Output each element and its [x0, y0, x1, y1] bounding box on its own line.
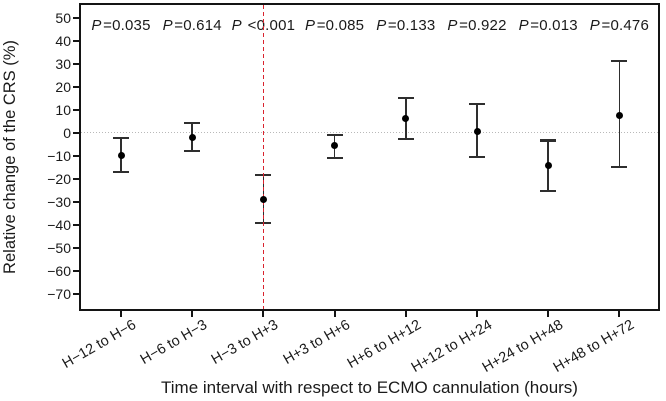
zero-reference-line [81, 132, 658, 133]
error-bar-cap-upper [397, 96, 414, 100]
p-value-label: P =0.476 [573, 17, 665, 34]
y-tick-label: 50 [55, 9, 71, 26]
error-bar-cap-upper [540, 139, 557, 142]
p-value-text: =0.013 [530, 17, 578, 34]
y-tick-label: −70 [47, 285, 71, 302]
p-italic: P [589, 17, 600, 34]
p-value-text: =0.133 [387, 17, 436, 34]
y-tick-label: 40 [55, 32, 71, 49]
y-axis-tick [73, 292, 79, 295]
data-point-dot [473, 127, 481, 135]
y-tick-label: 20 [55, 78, 71, 95]
x-axis-tick [547, 311, 550, 317]
y-axis-tick [73, 246, 79, 249]
p-italic: P [162, 17, 173, 34]
x-tick-label: H−12 to H−6 [59, 317, 139, 372]
p-value-label: P =0.035 [75, 17, 167, 34]
p-italic: P [376, 17, 387, 34]
error-bar-cap-lower [184, 149, 201, 152]
p-value-text: <0.001 [243, 17, 296, 34]
y-tick-label: −50 [47, 239, 71, 256]
error-bar-cap-upper [326, 133, 343, 136]
p-value-label: P =0.614 [146, 17, 238, 34]
x-axis-tick [262, 311, 265, 317]
error-bar-cap-upper [469, 102, 485, 105]
error-bar-cap-lower [611, 165, 628, 169]
y-axis-tick [73, 154, 79, 157]
p-italic: P [518, 17, 529, 34]
p-italic: P [304, 17, 316, 34]
data-point-dot [117, 152, 125, 159]
p-value-text: =0.614 [174, 17, 222, 34]
plot-area [79, 3, 660, 311]
y-tick-label: 10 [55, 101, 71, 118]
p-value-label: P =0.133 [360, 17, 452, 34]
x-axis-tick [191, 311, 194, 317]
y-tick-label: −10 [47, 147, 71, 164]
data-point-dot [259, 195, 267, 203]
error-bar-cap-lower [469, 155, 485, 158]
p-italic: P [231, 17, 242, 34]
y-axis-tick [73, 131, 79, 134]
x-tick-label: H+48 to H+72 [551, 317, 638, 377]
p-value-text: =0.476 [601, 17, 649, 34]
data-point-dot [402, 115, 410, 123]
y-tick-label: −20 [47, 170, 71, 187]
y-axis-tick [73, 223, 79, 226]
x-axis-tick [476, 311, 478, 317]
y-axis-tick [73, 62, 79, 65]
p-value-text: =0.085 [316, 17, 365, 34]
y-axis-tick [73, 269, 79, 272]
data-point-dot [188, 133, 196, 141]
x-axis-title: Time interval with respect to ECMO cannu… [161, 378, 578, 397]
x-axis-tick [404, 311, 407, 317]
y-axis-tick [73, 39, 79, 42]
error-bar-cap-lower [113, 170, 129, 173]
p-italic: P [91, 17, 102, 34]
data-point-dot [544, 162, 552, 170]
y-tick-label: −40 [47, 216, 71, 233]
x-tick-label: H+3 to H+6 [280, 317, 353, 368]
y-axis-tick [73, 85, 79, 88]
x-tick-label: H−6 to H−3 [137, 317, 211, 368]
p-value-text: =0.922 [459, 17, 507, 34]
p-value-text: =0.035 [103, 17, 151, 34]
p-value-label: P <0.001 [217, 17, 309, 34]
y-axis-title: Relative change of the CRS (%) [1, 40, 19, 274]
p-value-label: P =0.085 [289, 17, 381, 34]
error-bar-cap-lower [397, 138, 414, 141]
p-value-label: P =0.013 [502, 17, 594, 34]
y-tick-label: −30 [47, 193, 71, 210]
error-bar-cap-lower [540, 190, 557, 193]
y-tick-label: −60 [47, 262, 71, 279]
x-axis-tick [333, 311, 336, 317]
error-bar-cap-upper [184, 122, 201, 125]
p-value-label: P =0.922 [431, 17, 523, 34]
p-italic: P [447, 17, 458, 34]
x-axis-tick [618, 311, 621, 317]
y-axis-tick [73, 200, 79, 203]
data-point-dot [615, 111, 623, 119]
y-axis-tick [73, 108, 79, 111]
y-tick-label: 30 [55, 55, 71, 72]
error-bar-cap-lower [326, 156, 343, 159]
x-tick-label: H−3 to H+3 [209, 317, 282, 368]
y-tick-label: 0 [63, 124, 71, 141]
y-axis-tick [73, 177, 79, 180]
ecmo-cannulation-vline [262, 5, 265, 309]
x-axis-tick [120, 311, 122, 317]
error-bar-cap-upper [611, 60, 628, 63]
y-axis-tick [73, 16, 79, 19]
error-bar-cap-upper [113, 137, 129, 140]
data-point-dot [331, 141, 339, 149]
